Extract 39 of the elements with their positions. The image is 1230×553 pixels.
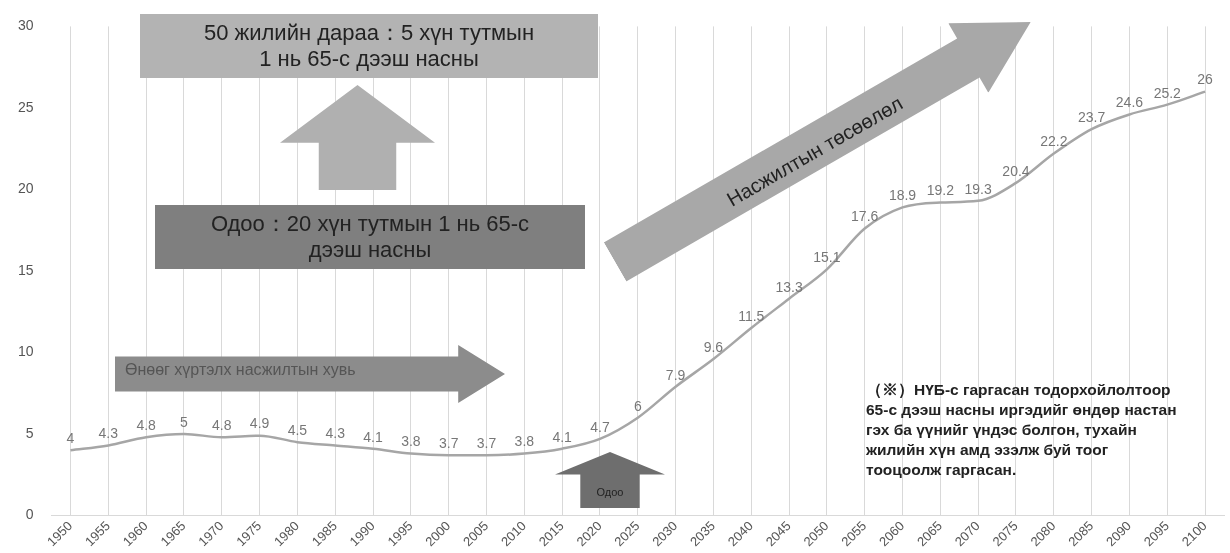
data-label: 4.8 xyxy=(136,417,157,434)
y-tick-label: 30 xyxy=(17,17,34,34)
data-label: 19.2 xyxy=(926,182,955,199)
data-label: 3.7 xyxy=(476,435,497,452)
data-label: 13.3 xyxy=(775,278,803,295)
y-tick-label: 0 xyxy=(25,506,34,523)
data-label: 4 xyxy=(66,430,75,447)
data-label: 4.8 xyxy=(212,417,232,434)
y-tick-label: 15 xyxy=(17,261,34,278)
data-label: 9.6 xyxy=(703,338,724,355)
data-label: 4.1 xyxy=(552,428,573,445)
data-label: 4.3 xyxy=(98,425,119,442)
data-label: 17.6 xyxy=(851,208,879,225)
y-tick-label: 5 xyxy=(25,424,34,441)
data-label: 3.8 xyxy=(401,433,421,450)
data-label: 6 xyxy=(633,397,642,414)
data-label: 11.5 xyxy=(738,307,765,324)
data-label: 25.2 xyxy=(1153,84,1182,101)
data-label: 5 xyxy=(180,413,189,430)
data-label: 4.5 xyxy=(287,422,308,439)
y-tick-label: 10 xyxy=(17,343,34,360)
data-label: 23.7 xyxy=(1078,108,1106,125)
data-label: 3.8 xyxy=(514,433,535,450)
data-label: 22.2 xyxy=(1040,133,1068,150)
data-label: 26 xyxy=(1197,71,1214,88)
y-tick-label: 25 xyxy=(17,98,34,115)
annotation: （※）НҮБ-с гаргасан тодорхойлолтоор 65-с дээш насны иргэдийг өндөр настан гэх ба үүнийг үндэс болгон, тухайн жилийн хүн амд эзэлж буй тоог тооцоолж гаргасан. xyxy=(866,380,1178,480)
data-label: 19.3 xyxy=(964,180,993,197)
data-label: 24.6 xyxy=(1115,94,1144,111)
data-label: 4.3 xyxy=(325,425,346,442)
data-label: 18.9 xyxy=(888,187,917,204)
y-tick-label: 20 xyxy=(17,180,34,197)
data-label: 4.7 xyxy=(590,418,610,435)
data-label: 20.4 xyxy=(1002,162,1030,179)
data-label: 3.7 xyxy=(438,435,459,452)
annotation: Одоо xyxy=(595,486,625,498)
data-label: 4.9 xyxy=(249,415,270,432)
data-label: 7.9 xyxy=(665,366,686,383)
data-label: 4.1 xyxy=(363,428,383,445)
